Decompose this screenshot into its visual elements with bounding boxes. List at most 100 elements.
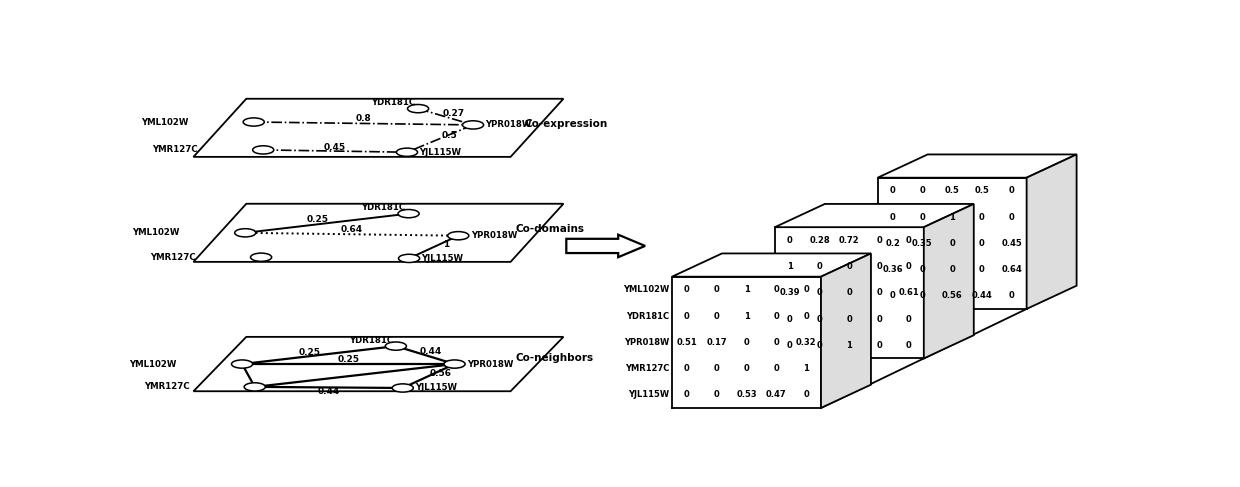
Text: 0.17: 0.17 [707,338,727,347]
Text: YJL115W: YJL115W [627,390,670,399]
Circle shape [444,360,465,368]
Text: 0: 0 [1009,212,1014,222]
Text: YPR018W: YPR018W [486,120,532,130]
Text: YJL115W: YJL115W [419,148,461,157]
Text: Co-neighbors: Co-neighbors [516,354,594,363]
Text: 0.51: 0.51 [677,338,697,347]
Text: Co-domains: Co-domains [516,224,584,234]
Text: 0: 0 [847,262,852,271]
Text: YMR127C: YMR127C [150,253,196,262]
Bar [775,227,924,358]
Polygon shape [821,253,870,408]
Polygon shape [1027,154,1076,309]
Circle shape [232,360,253,368]
Text: YMR127C: YMR127C [153,146,198,154]
Text: 0: 0 [906,236,911,245]
Text: 0: 0 [920,187,925,195]
Circle shape [243,118,264,126]
Text: 0: 0 [714,364,719,373]
Text: 0.45: 0.45 [1002,239,1022,248]
Text: 0: 0 [787,315,792,323]
Text: 0: 0 [906,341,911,350]
Circle shape [392,384,413,392]
Text: 0: 0 [787,341,792,350]
Text: 0.35: 0.35 [913,239,932,248]
Text: 0: 0 [684,312,689,320]
Text: 1: 1 [804,364,808,373]
Circle shape [253,146,274,154]
Text: YML102W: YML102W [129,359,177,369]
Circle shape [448,232,469,240]
Text: 0: 0 [980,212,985,222]
Text: 0: 0 [920,265,925,274]
Text: 0.28: 0.28 [810,236,830,245]
Text: 0.5: 0.5 [441,131,458,140]
Text: 0.44: 0.44 [420,347,443,356]
Text: Co-expression: Co-expression [525,119,609,129]
Text: 0: 0 [906,315,911,323]
Text: 0.56: 0.56 [941,291,962,300]
Text: YPR018W: YPR018W [624,338,670,347]
Polygon shape [878,154,1076,178]
Text: 0: 0 [774,364,779,373]
Text: 0: 0 [684,390,689,399]
Text: 0.36: 0.36 [882,265,903,274]
Text: 0: 0 [817,341,822,350]
Polygon shape [193,204,563,262]
Text: 0.25: 0.25 [299,348,320,356]
Bar [672,277,821,408]
Text: YDR181C: YDR181C [362,203,405,212]
Polygon shape [567,235,645,257]
Text: YMR127C: YMR127C [144,382,190,392]
Text: 0: 0 [774,338,779,347]
Text: 0: 0 [950,265,955,274]
Text: YPR018W: YPR018W [471,231,517,240]
Text: 0: 0 [980,239,985,248]
Text: YML102W: YML102W [133,228,180,237]
Text: 0.2: 0.2 [885,239,900,248]
Text: 0: 0 [920,291,925,300]
Text: 0: 0 [847,288,852,297]
Text: YDR181C: YDR181C [626,312,670,320]
Text: YJL115W: YJL115W [422,254,464,263]
Text: 0: 0 [774,285,779,294]
Text: 0: 0 [889,212,895,222]
Text: 0: 0 [817,262,822,271]
Circle shape [463,121,484,129]
Text: 0: 0 [817,288,822,297]
Circle shape [250,253,272,262]
Circle shape [408,105,429,113]
Text: 0: 0 [950,239,955,248]
Text: 1: 1 [744,312,749,320]
Text: 0: 0 [877,262,882,271]
Text: 0: 0 [906,262,911,271]
Text: 0.53: 0.53 [737,390,756,399]
Text: 0: 0 [804,312,808,320]
Text: 0: 0 [804,285,808,294]
Circle shape [386,342,407,350]
Text: 1: 1 [949,212,955,222]
Circle shape [234,229,255,237]
Text: 0: 0 [714,390,719,399]
Text: 0.5: 0.5 [975,187,990,195]
Text: 0: 0 [889,291,895,300]
Text: 0.44: 0.44 [317,387,340,395]
Text: 0: 0 [684,285,689,294]
Text: 0: 0 [889,187,895,195]
Text: 0: 0 [877,315,882,323]
Text: 0.47: 0.47 [766,390,786,399]
Text: YML102W: YML102W [141,117,188,127]
Text: 0.27: 0.27 [443,109,464,117]
Text: 0.5: 0.5 [945,187,960,195]
Text: YML102W: YML102W [622,285,670,294]
Text: YMR127C: YMR127C [625,364,670,373]
Text: 0.39: 0.39 [780,288,800,297]
Text: 0: 0 [1009,291,1014,300]
Text: 0: 0 [877,288,882,297]
Text: 0: 0 [980,265,985,274]
Text: 0: 0 [744,338,749,347]
Text: 1: 1 [443,240,449,249]
Circle shape [244,383,265,391]
Polygon shape [924,204,973,358]
Text: 0: 0 [684,364,689,373]
